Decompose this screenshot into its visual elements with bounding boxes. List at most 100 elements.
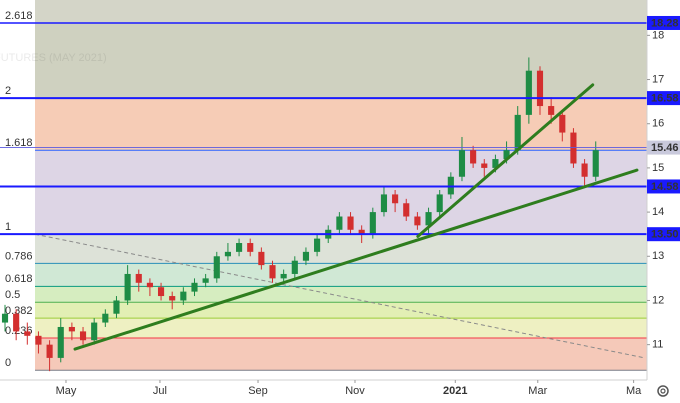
candle-body bbox=[258, 251, 265, 266]
candle-body bbox=[157, 287, 165, 297]
candle-body bbox=[302, 251, 310, 261]
candle-body bbox=[46, 344, 53, 358]
candle-body bbox=[68, 326, 75, 332]
candle-body bbox=[146, 282, 153, 288]
fib-label: 1 bbox=[5, 221, 11, 233]
fib-label: 0 bbox=[5, 357, 11, 369]
trend-line bbox=[73, 168, 639, 351]
candle-body bbox=[414, 216, 421, 226]
y-tick-label: 11 bbox=[652, 339, 663, 351]
candle-body bbox=[369, 212, 376, 235]
fib-band bbox=[34, 338, 647, 371]
candle-body bbox=[291, 260, 298, 274]
candle-body bbox=[57, 326, 64, 358]
candle-body bbox=[436, 194, 443, 213]
dashed-line bbox=[34, 233, 645, 359]
fib-label: 2 bbox=[5, 85, 11, 97]
candle-body bbox=[180, 291, 187, 301]
price-tag-label: 16.58 bbox=[651, 92, 679, 104]
candle-body bbox=[458, 150, 466, 177]
candle-body bbox=[425, 212, 432, 226]
price-tag bbox=[647, 15, 680, 30]
candle-body bbox=[481, 163, 488, 168]
price-tag-label: 13.50 bbox=[651, 229, 679, 241]
price-tag-label: 18.28 bbox=[651, 17, 679, 29]
watermark: FUTURES (MAY 2021) bbox=[0, 52, 107, 64]
gear-center bbox=[660, 388, 666, 394]
fib-band bbox=[34, 0, 647, 23]
candle-body bbox=[247, 243, 254, 252]
x-tick-label: Nov bbox=[345, 385, 365, 397]
fib-label: 0.382 bbox=[5, 305, 33, 317]
fib-band bbox=[34, 302, 647, 319]
candle-body bbox=[314, 238, 321, 252]
candle-body bbox=[358, 229, 365, 235]
fib-label: 0.786 bbox=[5, 250, 33, 262]
candle-body bbox=[492, 159, 499, 168]
price-tag bbox=[647, 179, 680, 194]
x-tick-label: Sep bbox=[248, 385, 268, 397]
price-tag bbox=[647, 140, 680, 155]
candle-body bbox=[202, 278, 209, 283]
y-tick-label: 18 bbox=[652, 29, 664, 41]
candle-body bbox=[536, 70, 544, 107]
fib-label: 2.618 bbox=[5, 10, 33, 22]
x-tick-label: Ma bbox=[626, 385, 642, 397]
fib-band bbox=[34, 318, 647, 339]
candle-body bbox=[280, 273, 287, 279]
candle-body bbox=[236, 243, 243, 252]
y-tick-label: 17 bbox=[652, 73, 664, 85]
candle-body bbox=[403, 203, 410, 217]
price-tag-label: 15.46 bbox=[651, 142, 679, 154]
fib-band bbox=[34, 286, 647, 303]
y-tick-label: 16 bbox=[652, 118, 664, 130]
settings-icon[interactable] bbox=[657, 385, 669, 397]
candle-body bbox=[336, 216, 343, 230]
candle-body bbox=[525, 70, 532, 115]
x-tick-label: May bbox=[56, 385, 77, 397]
candle-body bbox=[470, 150, 477, 164]
candle-body bbox=[592, 150, 599, 177]
candle-body bbox=[124, 273, 131, 301]
fib-band bbox=[34, 98, 647, 151]
candle-body bbox=[581, 163, 588, 177]
fib-band bbox=[34, 263, 647, 287]
x-tick-label: Jul bbox=[153, 385, 167, 397]
candle-body bbox=[559, 114, 566, 133]
price-axis-panel bbox=[647, 0, 680, 403]
time-axis-panel bbox=[0, 380, 647, 403]
y-tick-label: 12 bbox=[652, 294, 664, 306]
candle-body bbox=[570, 132, 577, 164]
price-tag bbox=[647, 91, 680, 106]
price-tag bbox=[647, 227, 680, 242]
fib-label: 1.618 bbox=[5, 137, 33, 149]
x-tick-label: Mar bbox=[528, 385, 547, 397]
fib-band bbox=[34, 234, 647, 264]
candle-body bbox=[169, 296, 176, 301]
candle-body bbox=[135, 273, 142, 283]
candle-body bbox=[269, 265, 276, 279]
candle-body bbox=[347, 216, 354, 230]
candle-body bbox=[79, 331, 87, 341]
candle-body bbox=[392, 194, 399, 204]
fib-band bbox=[34, 22, 647, 99]
candle-body bbox=[191, 282, 198, 292]
gear-ring bbox=[657, 385, 669, 397]
price-tag-label: 14.58 bbox=[651, 181, 679, 193]
plot-area: 00.2360.3820.50.6180.78611.61822.618FUTU… bbox=[0, 0, 647, 372]
candle-body bbox=[514, 114, 521, 151]
fib-label: 0.618 bbox=[5, 273, 33, 285]
y-tick-label: 13 bbox=[652, 250, 664, 262]
candle-body bbox=[113, 300, 120, 314]
candle-body bbox=[224, 251, 231, 257]
candle-body bbox=[1, 313, 9, 323]
candle-body bbox=[548, 106, 555, 115]
candle-body bbox=[91, 322, 98, 341]
candle-body bbox=[102, 313, 109, 323]
candle-body bbox=[503, 150, 510, 160]
trend-line bbox=[416, 83, 595, 238]
y-tick-label: 15 bbox=[652, 162, 664, 174]
